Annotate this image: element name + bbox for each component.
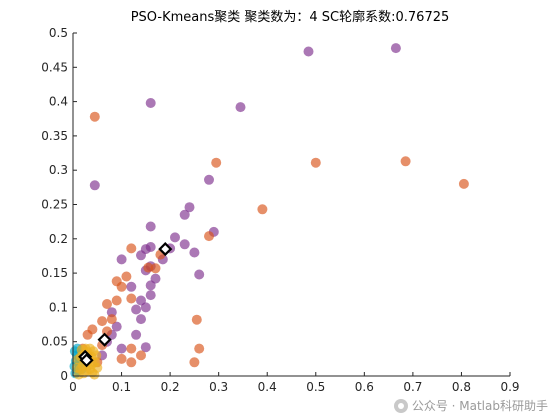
data-point-cluster-1 bbox=[204, 174, 214, 185]
data-point-cluster-2 bbox=[189, 357, 200, 368]
cluster-centroids bbox=[78, 242, 173, 368]
x-tick-label: 0.7 bbox=[403, 380, 422, 394]
data-point-cluster-4 bbox=[71, 362, 82, 373]
data-point-cluster-1 bbox=[106, 307, 117, 318]
data-point-cluster-2 bbox=[458, 178, 469, 189]
wechat-icon bbox=[393, 398, 408, 413]
data-point-cluster-1 bbox=[179, 239, 190, 250]
watermark-text: 公众号 · Matlab科研助手 bbox=[411, 399, 548, 413]
data-point-cluster-1 bbox=[131, 329, 142, 340]
data-point-cluster-1 bbox=[170, 232, 180, 243]
data-point-cluster-1 bbox=[140, 342, 151, 353]
y-tick-label: 0 bbox=[60, 369, 68, 383]
x-tick-label: 0.5 bbox=[306, 380, 325, 394]
data-point-cluster-1 bbox=[111, 321, 122, 332]
x-tick-label: 0.9 bbox=[500, 380, 519, 394]
data-point-cluster-2 bbox=[121, 271, 132, 282]
data-point-cluster-2 bbox=[126, 357, 137, 368]
y-tick-label: 0.35 bbox=[41, 129, 68, 143]
data-point-cluster-2 bbox=[136, 350, 146, 361]
data-point-cluster-1 bbox=[140, 302, 151, 313]
data-point-cluster-2 bbox=[194, 343, 205, 354]
y-tick-label: 0.15 bbox=[41, 266, 68, 280]
data-point-cluster-1 bbox=[235, 102, 246, 113]
data-point-cluster-2 bbox=[116, 281, 127, 292]
data-point-cluster-1 bbox=[136, 314, 146, 325]
data-point-cluster-2 bbox=[204, 231, 214, 242]
data-point-cluster-1 bbox=[126, 281, 137, 292]
data-point-cluster-2 bbox=[143, 262, 154, 273]
centroid-marker bbox=[79, 353, 94, 368]
data-point-cluster-1 bbox=[184, 202, 195, 213]
data-point-cluster-4 bbox=[80, 343, 91, 354]
y-tick-label: 0.5 bbox=[49, 26, 68, 40]
y-tick-label: 0.45 bbox=[41, 60, 68, 74]
data-point-cluster-2 bbox=[126, 293, 137, 304]
y-tick-label: 0.2 bbox=[49, 232, 68, 246]
data-point-cluster-1 bbox=[116, 254, 127, 265]
x-tick-label: 0.8 bbox=[452, 380, 471, 394]
data-point-cluster-1 bbox=[194, 269, 205, 280]
plot-area bbox=[73, 33, 510, 376]
data-point-cluster-2 bbox=[310, 157, 321, 168]
chart-title: PSO-Kmeans聚类 聚类数为：4 SC轮廓系数:0.76725 bbox=[131, 9, 450, 25]
data-point-cluster-1 bbox=[145, 280, 156, 291]
centroid-marker bbox=[158, 242, 173, 257]
data-point-cluster-1 bbox=[145, 290, 156, 301]
data-point-cluster-2 bbox=[106, 314, 117, 325]
data-point-cluster-4 bbox=[89, 369, 100, 380]
data-point-cluster-2 bbox=[211, 157, 222, 168]
data-point-cluster-1 bbox=[136, 250, 146, 261]
data-point-cluster-2 bbox=[126, 343, 137, 354]
data-point-cluster-1 bbox=[131, 304, 142, 315]
x-tick-label: 0.4 bbox=[258, 380, 277, 394]
data-point-cluster-2 bbox=[400, 156, 411, 167]
data-point-cluster-1 bbox=[89, 180, 100, 191]
data-point-cluster-2 bbox=[257, 204, 268, 215]
x-tick-label: 0 bbox=[69, 380, 77, 394]
data-point-cluster-2 bbox=[111, 295, 122, 306]
centroid-marker bbox=[97, 332, 112, 347]
data-point-cluster-1 bbox=[189, 247, 200, 258]
data-point-cluster-2 bbox=[82, 329, 93, 340]
y-tick-label: 0.3 bbox=[49, 163, 68, 177]
data-point-cluster-1 bbox=[145, 98, 156, 108]
data-point-cluster-2 bbox=[126, 243, 137, 254]
data-point-cluster-4 bbox=[91, 350, 102, 361]
data-point-cluster-2 bbox=[116, 353, 127, 364]
data-point-cluster-1 bbox=[390, 43, 401, 54]
data-point-cluster-2 bbox=[191, 314, 202, 325]
data-point-cluster-2 bbox=[102, 299, 112, 309]
data-point-cluster-2 bbox=[97, 316, 108, 327]
data-point-cluster-1 bbox=[303, 46, 314, 57]
data-point-cluster-1 bbox=[145, 221, 156, 232]
x-tick-label: 0.3 bbox=[209, 380, 228, 394]
data-point-cluster-2 bbox=[150, 263, 161, 274]
data-point-cluster-2 bbox=[89, 111, 100, 122]
x-tick-label: 0.2 bbox=[161, 380, 180, 394]
data-point-cluster-1 bbox=[116, 343, 127, 354]
data-point-cluster-1 bbox=[179, 209, 190, 220]
y-tick-label: 0.05 bbox=[41, 335, 68, 349]
axes: 0 0.1 0.2 0.3 0.4 0.5 0.6 0.7 0.8 0.9 0 0.05 0.1 0.15… bbox=[41, 26, 519, 394]
y-tick-label: 0.1 bbox=[49, 300, 68, 314]
x-tick-label: 0.1 bbox=[112, 380, 131, 394]
x-tick-label: 0.6 bbox=[355, 380, 374, 394]
y-tick-label: 0.4 bbox=[49, 95, 68, 109]
data-point-cluster-1 bbox=[145, 242, 156, 252]
y-tick-label: 0.25 bbox=[41, 198, 68, 212]
watermark: 公众号 · Matlab科研助手 bbox=[393, 397, 548, 414]
